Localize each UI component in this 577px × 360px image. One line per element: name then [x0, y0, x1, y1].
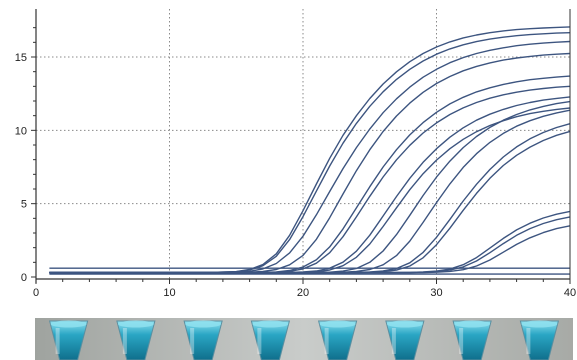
tick-labels: 0 5 10 15 0 10 20 30 40: [15, 52, 576, 299]
amplification-chart: 0 5 10 15 0 10 20 30 40: [15, 9, 576, 299]
reaction-tube-3: [183, 320, 223, 360]
reaction-tube-1: [48, 320, 89, 360]
reaction-tubes-photo: [35, 318, 573, 360]
curve-series-3: [49, 40, 571, 274]
x-tick-label-0: 0: [33, 287, 39, 299]
curve-series-2: [49, 32, 571, 274]
curve-series-15: [49, 225, 571, 274]
x-tick-label-30: 30: [430, 287, 442, 299]
reaction-tube-5: [317, 320, 358, 360]
tubes-svg: [35, 318, 573, 360]
y-tick-label-5: 5: [21, 199, 27, 211]
reaction-tube-7: [452, 320, 492, 360]
y-tick-label-0: 0: [21, 272, 27, 284]
x-tick-label-40: 40: [564, 287, 576, 299]
tube-strip-background: [35, 318, 573, 360]
reaction-tube-2: [116, 320, 156, 360]
amplification-curves: [49, 26, 571, 275]
gridlines: [36, 9, 571, 279]
x-tick-label-10: 10: [163, 287, 175, 299]
x-tick-label-20: 20: [297, 287, 309, 299]
reaction-tube-4: [250, 320, 291, 360]
y-tick-label-10: 10: [15, 125, 27, 137]
curve-series-6: [49, 85, 571, 274]
reaction-tube-6: [385, 320, 425, 360]
axes: [31, 9, 571, 284]
curve-series-4: [49, 52, 571, 274]
y-tick-label-15: 15: [15, 52, 27, 64]
curve-series-5: [49, 75, 571, 274]
reaction-tube-8: [519, 320, 560, 360]
curve-series-1: [49, 26, 571, 274]
